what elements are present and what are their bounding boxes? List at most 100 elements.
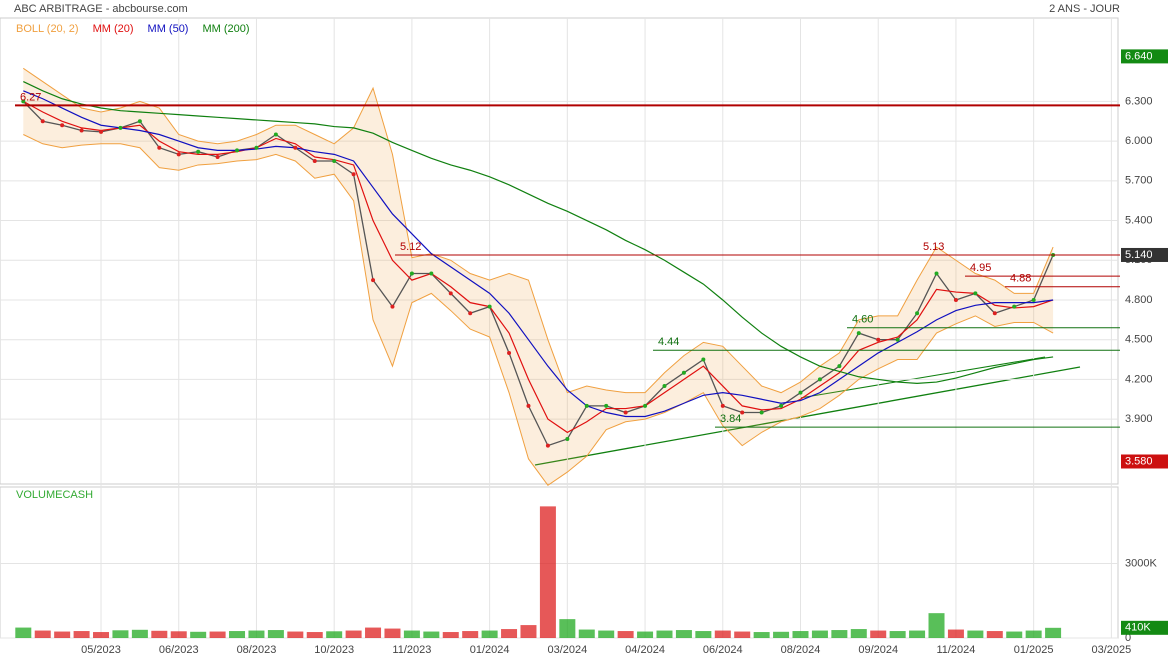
volume-bar	[598, 630, 615, 638]
volume-bar	[384, 628, 401, 638]
price-marker-box	[1121, 49, 1168, 64]
volume-bar	[151, 630, 168, 638]
volume-bar	[481, 630, 498, 638]
price-point	[507, 350, 512, 355]
price-point	[701, 357, 706, 362]
price-point	[176, 152, 181, 157]
legend-entry: MM (200)	[202, 23, 249, 35]
ma-line	[23, 81, 1054, 384]
volume-bar	[229, 631, 246, 638]
legend-entry: BOLL (20, 2)	[16, 23, 79, 35]
price-point	[643, 403, 648, 408]
price-point	[235, 148, 240, 153]
price-point	[720, 403, 725, 408]
volume-bar	[947, 629, 964, 638]
price-point	[487, 304, 492, 309]
ma-line	[23, 90, 1054, 418]
legend-entry: MM (50)	[148, 23, 189, 35]
legend-entry: MM (20)	[93, 23, 134, 35]
price-point	[876, 337, 881, 342]
x-tick-label: 03/2024	[547, 644, 587, 656]
price-point	[254, 145, 259, 150]
price-point	[837, 364, 842, 369]
price-point	[448, 291, 453, 296]
volume-bar	[792, 631, 809, 638]
volume-bar	[1025, 630, 1042, 638]
y-tick-label: 3.900	[1125, 413, 1153, 425]
price-point	[545, 443, 550, 448]
price-point	[934, 271, 939, 276]
x-tick-label: 05/2023	[81, 644, 121, 656]
volume-bar	[345, 630, 362, 638]
volume-bar	[209, 631, 226, 638]
bollinger-fill	[23, 68, 1054, 486]
price-point	[137, 119, 142, 124]
price-point	[157, 145, 162, 150]
level-label: 5.13	[923, 241, 944, 253]
price-point	[623, 410, 628, 415]
volume-bar	[501, 629, 518, 638]
volume-frame	[0, 486, 1119, 639]
price-marker-box	[1121, 620, 1168, 635]
volume-bar	[811, 630, 828, 638]
price-point	[584, 403, 589, 408]
volume-bar	[889, 631, 906, 638]
volume-bar	[928, 613, 945, 638]
price-point	[371, 278, 376, 283]
price-point	[332, 158, 337, 163]
ma-line	[23, 100, 1054, 434]
price-point	[662, 384, 667, 389]
x-tick-label: 11/2023	[392, 644, 431, 656]
price-point	[565, 436, 570, 441]
price-point	[215, 155, 220, 160]
y-tick-label: 3000K	[1125, 557, 1157, 569]
price-marker-label: 410K	[1125, 622, 1151, 634]
volume-bar	[559, 619, 576, 638]
volume-bar	[267, 630, 284, 638]
y-tick-label: 6.000	[1125, 135, 1153, 147]
price-point	[740, 410, 745, 415]
level-label: 4.95	[970, 262, 991, 274]
volume-bar	[870, 630, 887, 638]
volume-bar	[617, 631, 634, 638]
volume-bar	[714, 630, 731, 638]
volume-bar	[539, 506, 556, 638]
volume-bar	[753, 632, 770, 638]
volume-bar	[734, 631, 751, 638]
x-tick-label: 08/2024	[781, 644, 821, 656]
price-line	[22, 100, 1054, 447]
price-point	[196, 149, 201, 154]
price-point	[779, 403, 784, 408]
volume-bar	[831, 630, 848, 638]
price-marker-box	[1121, 247, 1168, 262]
volume-bar	[423, 631, 440, 638]
volume-bar	[773, 631, 790, 638]
price-point	[526, 403, 531, 408]
volume-bar	[306, 632, 323, 638]
volume-bar	[15, 627, 32, 638]
volume-bar	[93, 632, 110, 638]
level-label: 4.60	[852, 314, 873, 326]
y-tick-label: 6.300	[1125, 95, 1153, 107]
x-tick-label: 03/2025	[1091, 644, 1131, 656]
volume-bar	[656, 630, 673, 638]
volume-bar	[442, 632, 459, 638]
price-marker-box	[1121, 454, 1168, 469]
volume-bar	[578, 629, 595, 638]
price-point	[312, 158, 317, 163]
volume-bar	[695, 631, 712, 638]
x-tick-label: 06/2024	[703, 644, 743, 656]
bollinger-lower	[23, 134, 1054, 487]
volume-bar	[637, 631, 654, 638]
volume-bar	[967, 630, 984, 638]
chart-title: ABC ARBITRAGE - abcbourse.com	[14, 3, 188, 15]
y-tick-label: 4.200	[1125, 373, 1153, 385]
bollinger-upper	[23, 67, 1054, 394]
price-point	[390, 304, 395, 309]
volume-bar	[190, 631, 207, 638]
volume-bar	[248, 630, 265, 638]
level-label: 3.84	[720, 413, 741, 425]
price-marker-label: 6.640	[1125, 50, 1153, 62]
volume-bar	[986, 631, 1003, 638]
